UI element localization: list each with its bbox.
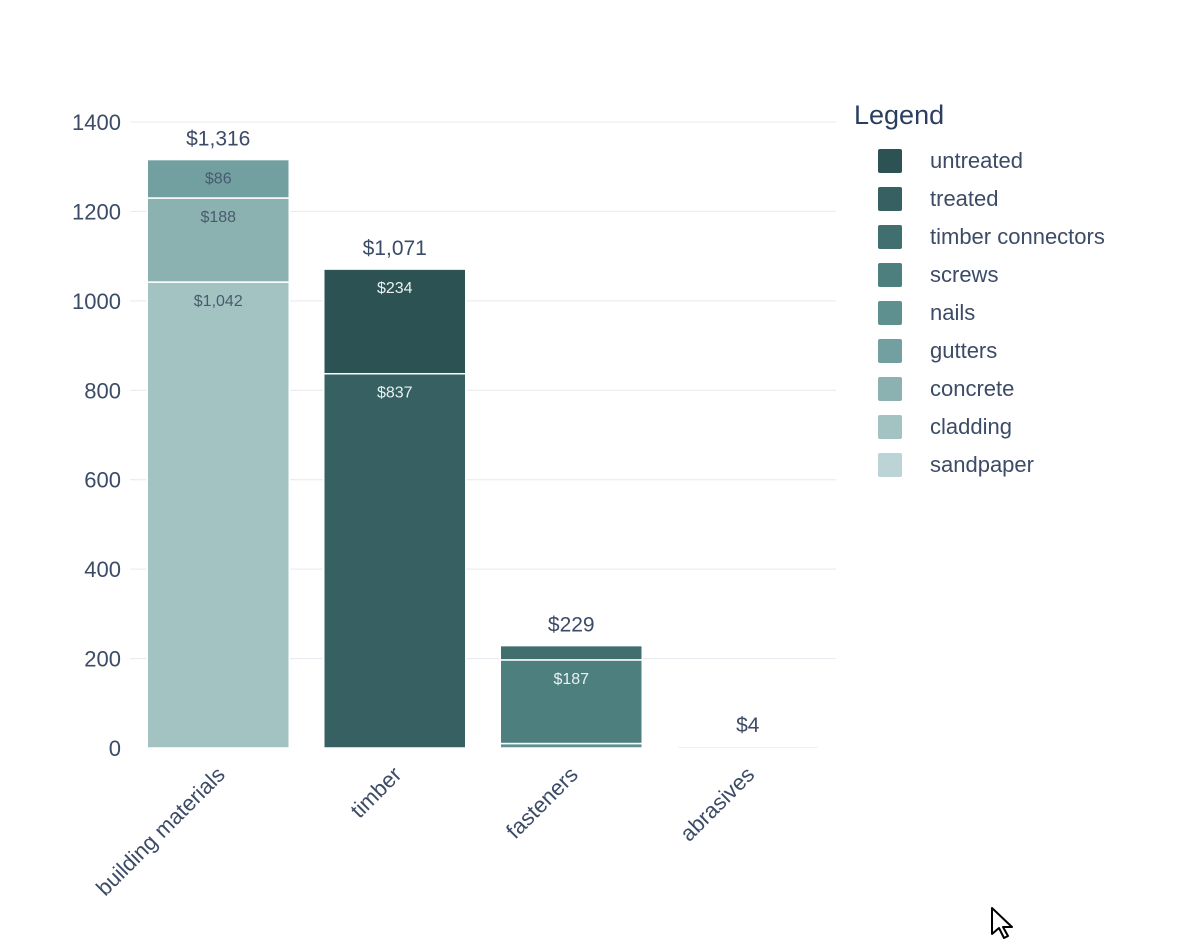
bar-segment <box>676 745 820 749</box>
legend-title: Legend <box>854 100 945 130</box>
legend-item[interactable]: concrete <box>878 370 1105 408</box>
legend-swatch <box>878 339 902 363</box>
legend-item[interactable]: screws <box>878 256 1105 294</box>
legend-item[interactable]: timber connectors <box>878 218 1105 256</box>
legend: Legend untreated treated timber connectors… <box>854 98 1105 484</box>
bar-segment-label: $234 <box>377 280 413 297</box>
legend-swatch <box>878 377 902 401</box>
legend-swatch <box>878 453 902 477</box>
bar-segment <box>323 372 467 749</box>
bar-total-label: $1,071 <box>363 237 427 260</box>
bar-segment <box>146 158 290 199</box>
legend-swatch <box>878 263 902 287</box>
legend-item[interactable]: cladding <box>878 408 1105 446</box>
legend-label: gutters <box>930 338 998 363</box>
x-tick-label: timber <box>345 762 406 823</box>
legend-swatch <box>878 225 902 249</box>
y-tick-label: 600 <box>84 468 121 493</box>
bar-segment-label: $86 <box>205 171 232 188</box>
y-tick-label: 400 <box>84 557 121 582</box>
legend-swatch <box>878 301 902 325</box>
bar-segment-label: $188 <box>200 209 236 226</box>
bar-segment <box>499 644 643 661</box>
legend-label: sandpaper <box>930 452 1034 477</box>
legend-swatch <box>878 149 902 173</box>
legend-label: treated <box>930 186 999 211</box>
bar-segment-label: $837 <box>377 385 413 402</box>
x-tick-label: fasteners <box>501 762 583 844</box>
legend-item[interactable]: nails <box>878 294 1105 332</box>
bar-segment <box>323 268 467 375</box>
y-tick-label: 1400 <box>72 110 121 135</box>
x-tick-label: building materials <box>91 762 230 901</box>
legend-swatch <box>878 415 902 439</box>
legend-items: untreated treated timber connectors screws n… <box>854 142 1105 484</box>
y-tick-label: 800 <box>84 378 121 403</box>
bar-total-label: $229 <box>548 614 595 637</box>
bar-segment-label: $1,042 <box>194 293 243 310</box>
bar-total-label: $1,316 <box>186 128 250 151</box>
legend-item[interactable]: gutters <box>878 332 1105 370</box>
y-tick-label: 200 <box>84 647 121 672</box>
legend-item[interactable]: treated <box>878 180 1105 218</box>
bar-total-label: $4 <box>736 714 760 737</box>
legend-label: cladding <box>930 414 1012 439</box>
legend-label: nails <box>930 300 976 325</box>
mouse-cursor-icon <box>991 907 1013 939</box>
bar-segment-label: $187 <box>553 671 589 688</box>
y-tick-label: 1000 <box>72 289 121 314</box>
bar-segment <box>146 197 290 283</box>
legend-label: timber connectors <box>930 224 1105 249</box>
x-tick-label: abrasives <box>675 762 759 846</box>
legend-label: untreated <box>930 148 1023 173</box>
y-tick-label: 0 <box>109 736 121 761</box>
legend-swatch <box>878 187 902 211</box>
legend-item[interactable]: untreated <box>878 142 1105 180</box>
bar-segment <box>146 281 290 749</box>
legend-label: screws <box>930 262 999 287</box>
legend-label: concrete <box>930 376 1015 401</box>
legend-item[interactable]: sandpaper <box>878 446 1105 484</box>
y-tick-label: 1200 <box>72 199 121 224</box>
